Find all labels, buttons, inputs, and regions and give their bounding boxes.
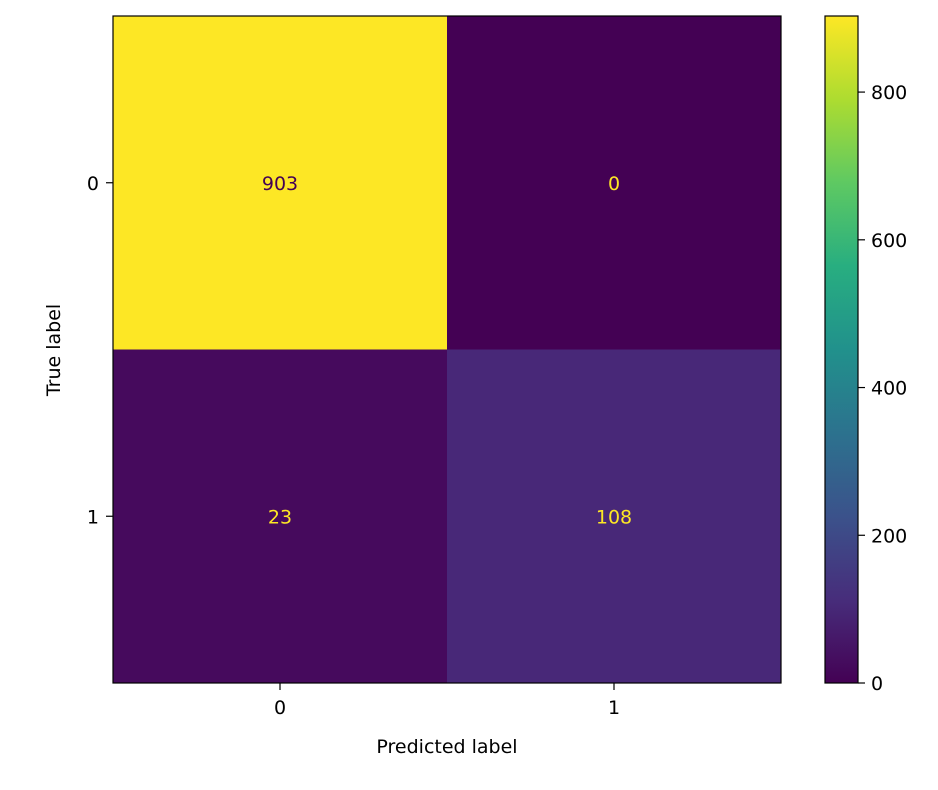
colorbar [824, 15, 859, 684]
x-tick-label: 0 [274, 697, 286, 719]
x-tick-label: 1 [608, 697, 620, 719]
y-tick-label: 0 [87, 173, 99, 195]
cell-value-0-0: 903 [262, 173, 298, 195]
colorbar-tick-label: 0 [871, 673, 883, 695]
cell-annotations: 903 0 23 108 [262, 173, 632, 529]
y-axis-label: True label [43, 304, 65, 397]
heatmap-cell-1-0 [113, 349, 448, 684]
colorbar-tick-label: 400 [871, 378, 907, 400]
colorbar-tick-label: 600 [871, 230, 907, 252]
colorbar-tick-label: 800 [871, 82, 907, 104]
y-axis-ticks: 01 [87, 173, 113, 528]
heatmap-cell-0-0 [113, 16, 448, 350]
cell-value-0-1: 0 [608, 173, 620, 195]
heatmap-cells [113, 16, 782, 684]
y-tick-label: 1 [87, 506, 99, 528]
plot-frame [112, 15, 782, 684]
x-axis-label: Predicted label [376, 736, 517, 758]
heatmap-cell-1-1 [447, 349, 782, 684]
cell-value-1-0: 23 [268, 506, 292, 528]
colorbar-ticks: 0 200 400 600 800 [858, 82, 907, 695]
cell-value-1-1: 108 [596, 506, 632, 528]
colorbar-tick-label: 200 [871, 525, 907, 547]
heatmap-cell-0-1 [447, 16, 782, 350]
